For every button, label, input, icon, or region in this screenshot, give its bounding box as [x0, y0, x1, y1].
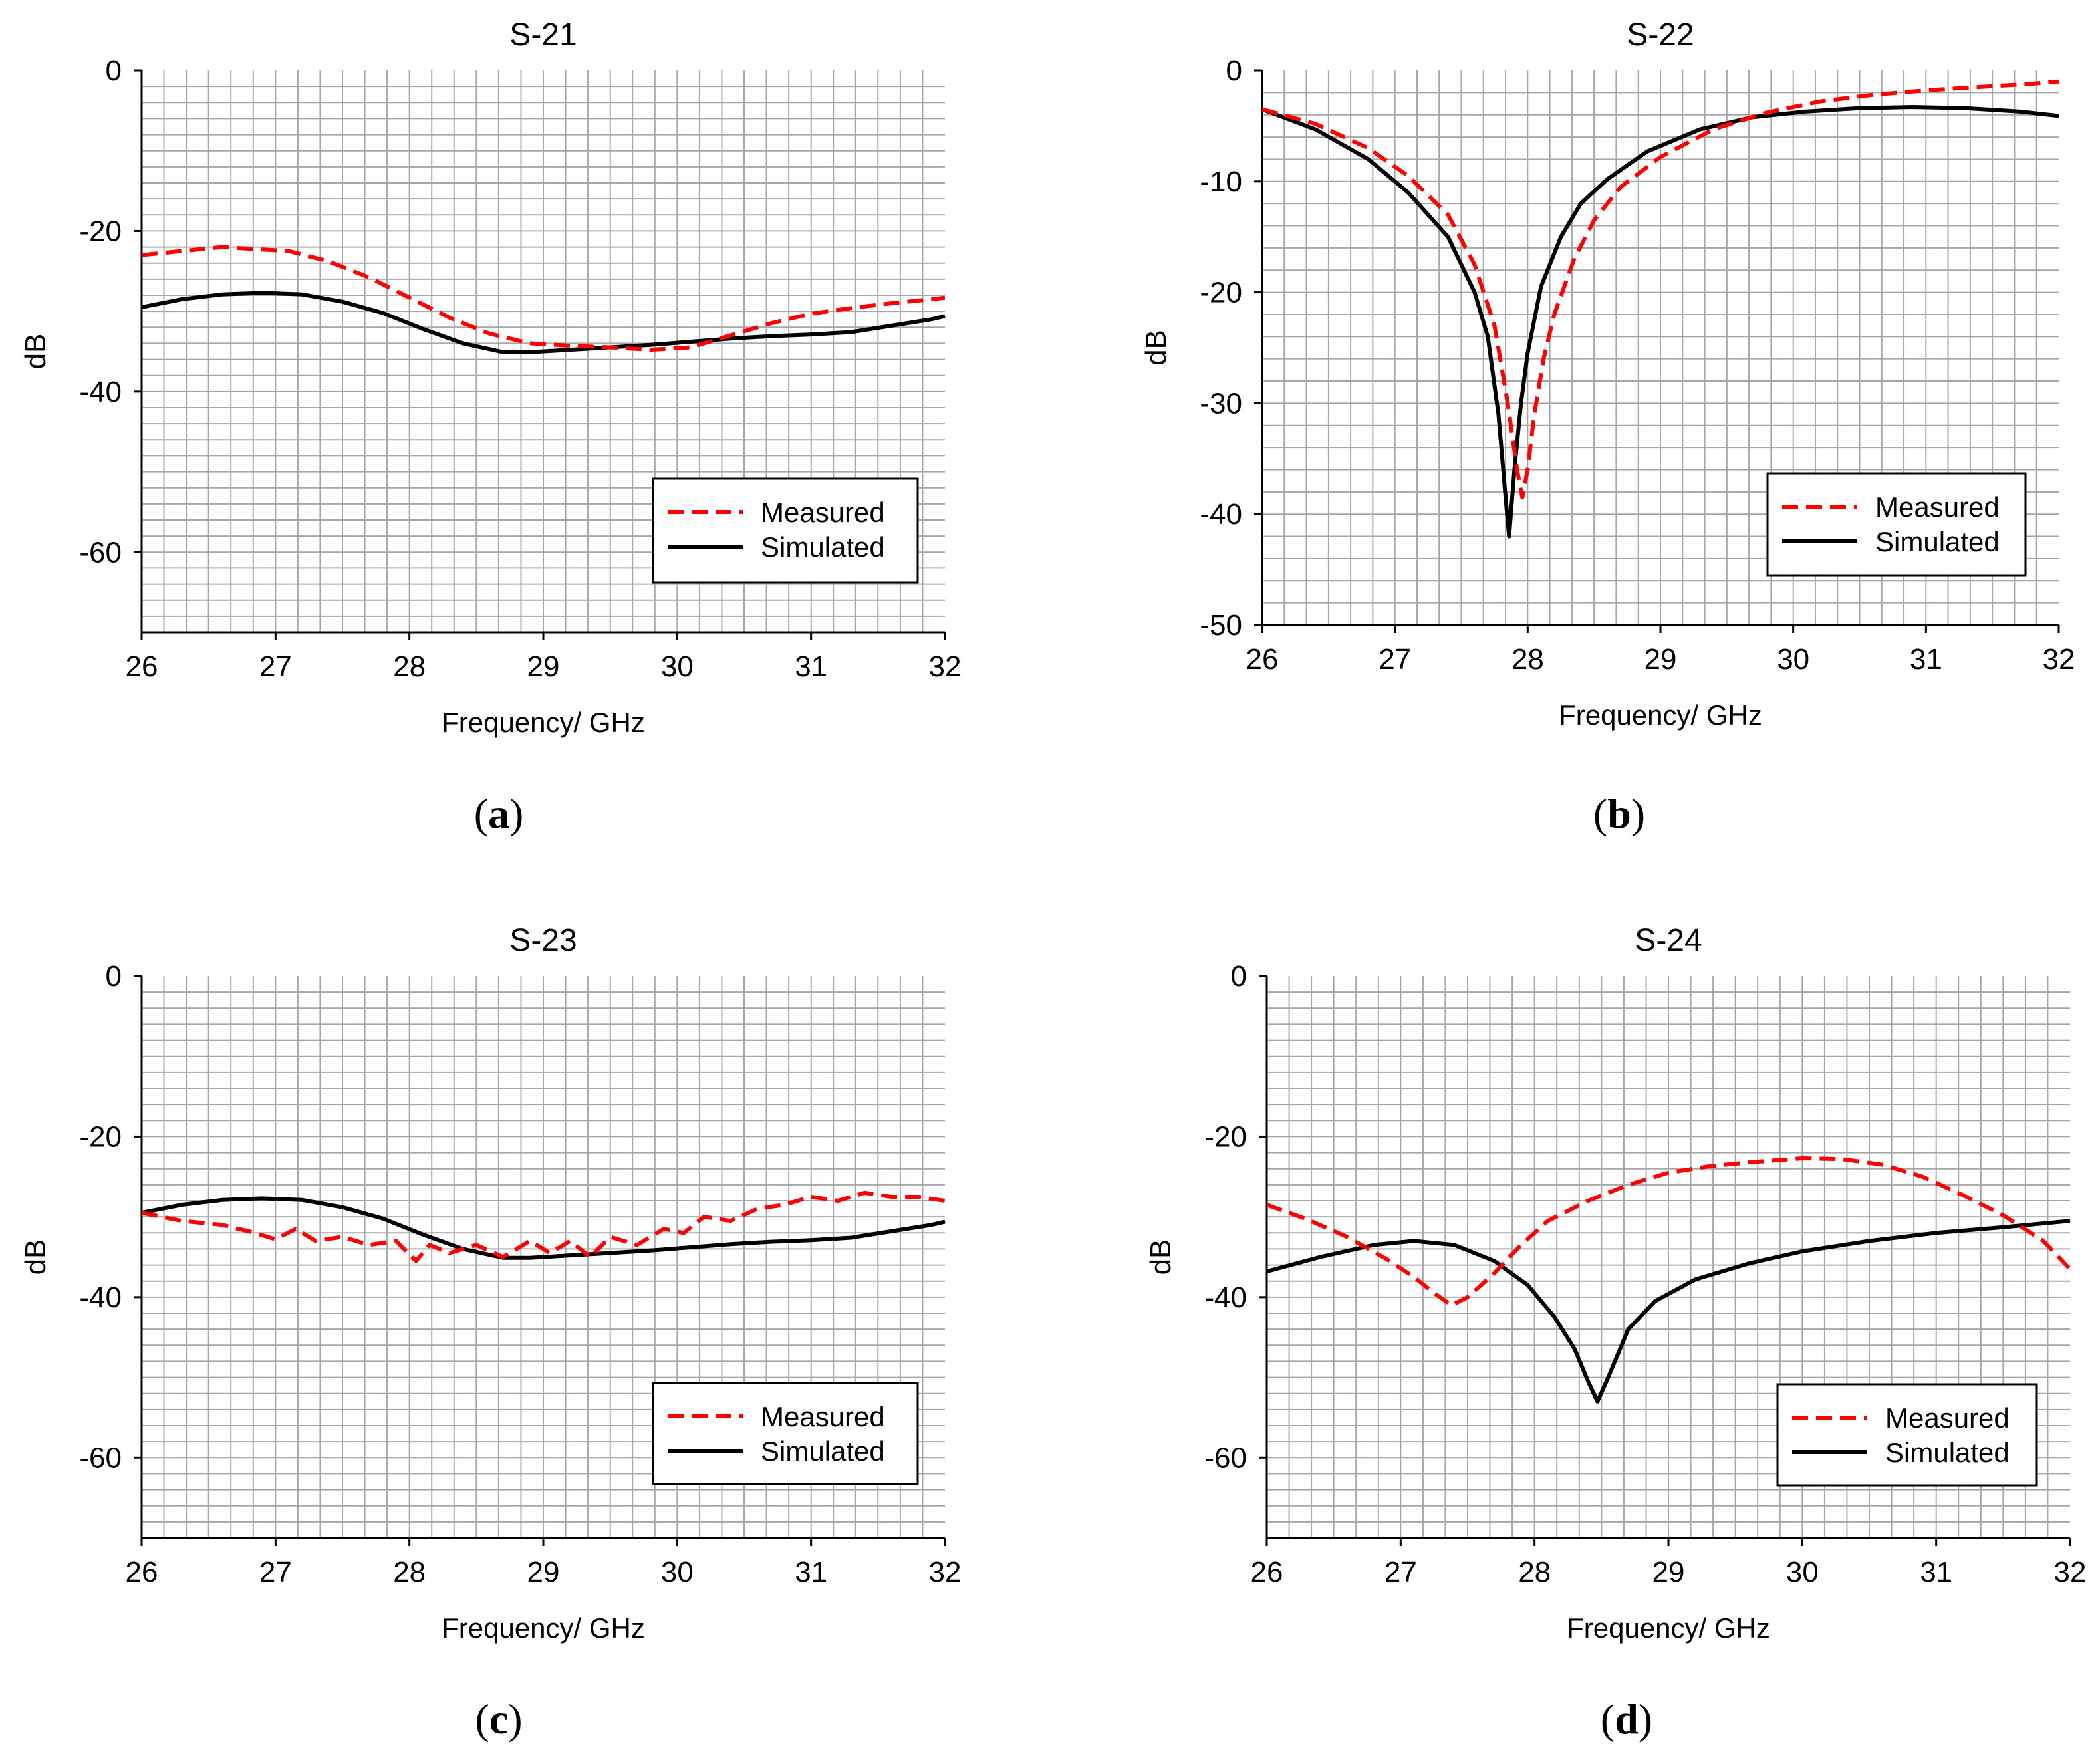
x-tick-label: 30 — [1786, 1556, 1819, 1588]
x-tick-label: 28 — [393, 1556, 426, 1588]
x-tick-label: 32 — [2054, 1556, 2087, 1588]
legend-box — [1776, 1383, 2038, 1487]
x-tick-label: 28 — [1511, 643, 1544, 676]
legend-label-simulated: Simulated — [1885, 1437, 2010, 1468]
series-line-measured — [142, 1190, 946, 1263]
x-axis-label: Frequency/ GHz — [1559, 699, 1762, 731]
y-tick-label: -60 — [1204, 1442, 1247, 1474]
x-tick-label: 30 — [1777, 643, 1809, 676]
legend: Measured Simulated — [652, 1382, 919, 1485]
x-tick-label: 29 — [1652, 1556, 1685, 1588]
x-tick-label: 27 — [259, 650, 292, 683]
x-tick-label: 26 — [1251, 1556, 1283, 1588]
series-line-measured — [1267, 1156, 2071, 1307]
chart-title: S-21 — [509, 17, 577, 53]
x-tick-label: 31 — [795, 1556, 827, 1588]
x-axis-label: Frequency/ GHz — [1567, 1612, 1770, 1644]
y-tick-label: 0 — [106, 55, 122, 87]
y-tick-label: -60 — [79, 1442, 122, 1474]
y-tick-label: 0 — [106, 960, 122, 993]
grid — [142, 976, 945, 1538]
y-tick-label: -20 — [1200, 277, 1242, 309]
chart-panel-2: 26 27 28 29 30 31 32 0 -10 -20 -30 -40 -50 S-22 Freque… — [1140, 17, 2075, 731]
legend-label-measured: Measured — [761, 1401, 885, 1432]
x-axis-label: Frequency/ GHz — [442, 1612, 645, 1644]
series-line-simulated — [142, 291, 946, 354]
x-tick-label: 30 — [661, 1556, 694, 1588]
legend-box — [652, 477, 919, 584]
x-tick-label: 27 — [259, 1556, 292, 1588]
y-tick-label: 0 — [1226, 55, 1242, 87]
y-tick-label: -40 — [1204, 1281, 1247, 1314]
y-tick-label: -20 — [79, 1120, 122, 1153]
series-line-measured — [142, 245, 946, 352]
y-tick-label: -40 — [1200, 498, 1242, 531]
x-tick-label: 26 — [126, 650, 158, 683]
y-axis-label: dB — [1144, 1239, 1177, 1275]
x-tick-label: 28 — [393, 650, 426, 683]
y-tick-label: -20 — [79, 215, 122, 247]
y-tick-label: -10 — [1200, 166, 1242, 198]
series-line-measured — [1262, 79, 2059, 500]
y-tick-label: -40 — [79, 376, 122, 408]
y-tick-label: -20 — [1204, 1120, 1247, 1153]
y-tick-label: -60 — [79, 536, 122, 568]
x-tick-label: 27 — [1384, 1556, 1417, 1588]
legend-label-simulated: Simulated — [761, 531, 885, 563]
legend-box — [1766, 472, 2027, 577]
x-tick-label: 26 — [126, 1556, 158, 1588]
chart-title: S-23 — [509, 923, 577, 958]
y-tick-label: -30 — [1200, 387, 1242, 420]
x-tick-label: 28 — [1518, 1556, 1551, 1588]
y-tick-label: -50 — [1200, 609, 1242, 642]
series-line-simulated — [1267, 1219, 2071, 1404]
legend-box — [652, 1382, 919, 1485]
x-tick-label: 29 — [527, 1556, 560, 1588]
chart-panel-1: 26 27 28 29 30 31 32 0 -20 -40 -60 S-21 Frequency/ G… — [19, 17, 961, 738]
x-axis-label: Frequency/ GHz — [442, 707, 645, 738]
chart-title: S-24 — [1635, 923, 1702, 958]
panel-caption: (d) — [1601, 1696, 1652, 1743]
chart-panel-4: 26 27 28 29 30 31 32 0 -20 -40 -60 S-24 Frequency/ G… — [1144, 923, 2086, 1644]
x-tick-label: 32 — [929, 650, 962, 683]
x-tick-label: 27 — [1378, 643, 1411, 676]
legend-label-measured: Measured — [761, 497, 885, 528]
legend-label-simulated: Simulated — [761, 1436, 885, 1467]
y-axis-label: dB — [19, 1239, 52, 1275]
x-tick-label: 26 — [1246, 643, 1279, 676]
legend-label-measured: Measured — [1885, 1402, 2010, 1434]
series-line-simulated — [1262, 105, 2059, 539]
y-tick-label: -40 — [79, 1281, 122, 1314]
x-tick-label: 31 — [1910, 643, 1942, 676]
legend-label-measured: Measured — [1875, 491, 2000, 523]
chart-panel-3: 26 27 28 29 30 31 32 0 -20 -40 -60 S-23 Frequency/ G… — [19, 923, 961, 1644]
y-tick-label: 0 — [1231, 960, 1247, 993]
x-tick-label: 32 — [2043, 643, 2075, 676]
series-line-simulated — [142, 1196, 946, 1260]
chart-title: S-22 — [1627, 17, 1694, 53]
x-tick-label: 31 — [1920, 1556, 1952, 1588]
x-tick-label: 31 — [795, 650, 827, 683]
y-axis-label: dB — [19, 334, 52, 370]
legend-label-simulated: Simulated — [1875, 526, 2000, 557]
x-tick-label: 29 — [527, 650, 560, 683]
panel-caption: (a) — [474, 790, 524, 837]
x-tick-label: 29 — [1644, 643, 1677, 676]
x-tick-label: 30 — [661, 650, 694, 683]
x-tick-label: 32 — [929, 1556, 962, 1588]
y-axis-label: dB — [1140, 330, 1172, 366]
panel-caption: (c) — [475, 1696, 522, 1743]
panel-caption: (b) — [1593, 790, 1645, 837]
grid — [1267, 976, 2070, 1538]
